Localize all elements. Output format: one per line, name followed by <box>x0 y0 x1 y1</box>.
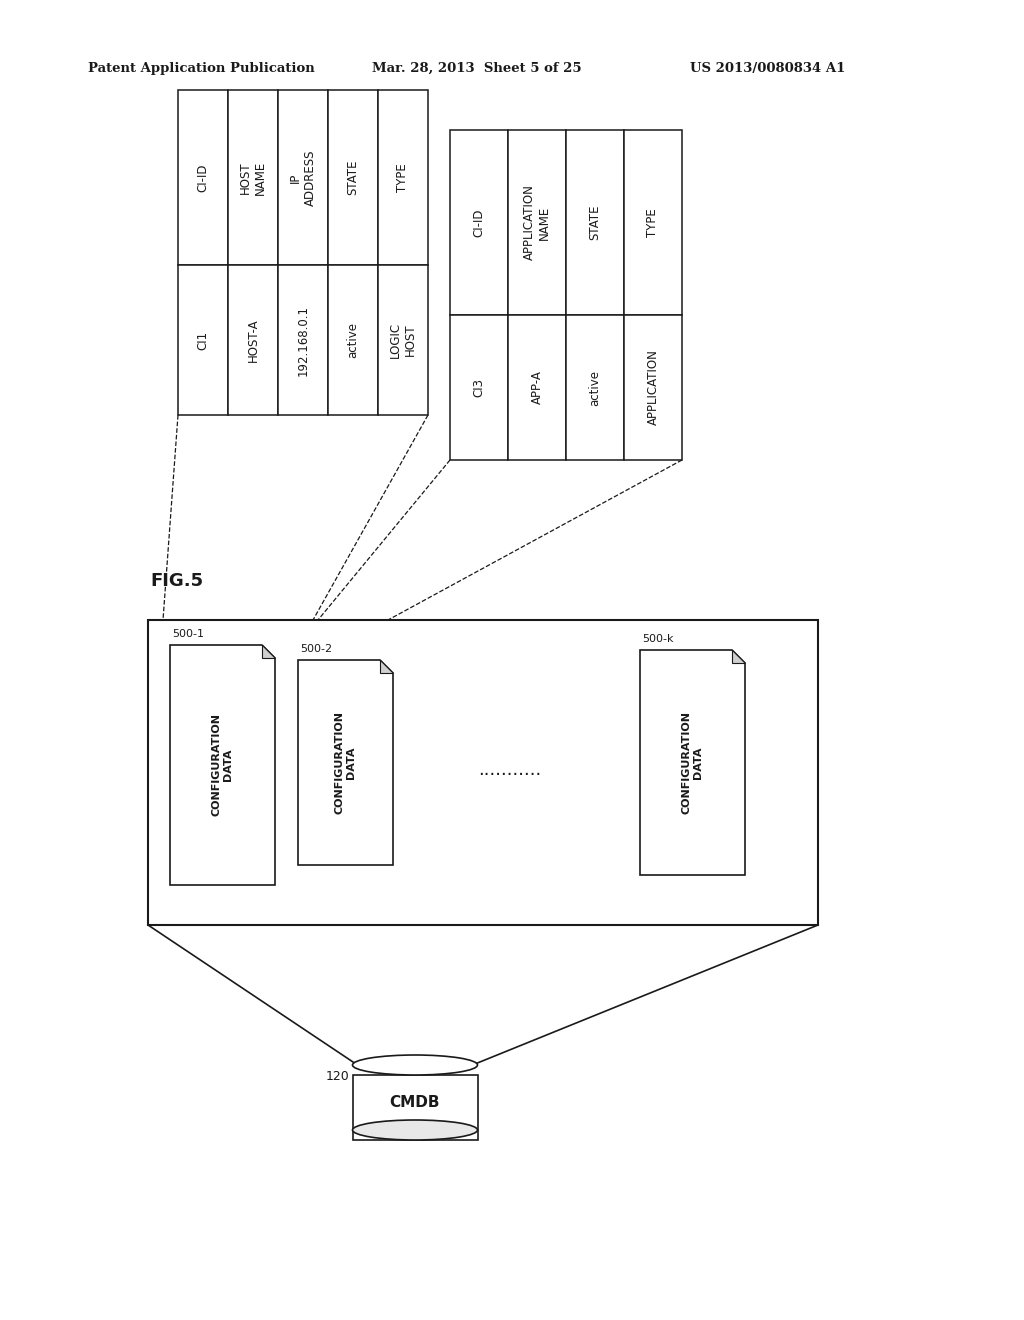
Bar <box>352 1074 477 1140</box>
Text: CI-ID: CI-ID <box>197 164 210 191</box>
Text: CONFIGURATION
DATA: CONFIGURATION DATA <box>335 711 356 814</box>
Bar <box>566 129 624 315</box>
Ellipse shape <box>352 1055 477 1074</box>
Bar <box>228 90 278 265</box>
Bar <box>566 315 624 459</box>
Text: CONFIGURATION
DATA: CONFIGURATION DATA <box>682 711 703 814</box>
Bar <box>450 315 508 459</box>
Text: IP
ADDRESS: IP ADDRESS <box>289 149 317 206</box>
Polygon shape <box>732 649 745 663</box>
Text: 500-1: 500-1 <box>172 630 204 639</box>
Bar <box>624 129 682 315</box>
Text: CI1: CI1 <box>197 330 210 350</box>
Text: HOST
NAME: HOST NAME <box>239 160 267 194</box>
Text: HOST-A: HOST-A <box>247 318 259 362</box>
Text: TYPE: TYPE <box>646 209 659 236</box>
Text: active: active <box>589 370 601 405</box>
Polygon shape <box>298 660 393 865</box>
Text: APPLICATION: APPLICATION <box>646 350 659 425</box>
Polygon shape <box>640 649 745 875</box>
Text: CMDB: CMDB <box>390 1096 440 1110</box>
Bar <box>328 90 378 265</box>
Text: CONFIGURATION
DATA: CONFIGURATION DATA <box>212 714 233 817</box>
Text: active: active <box>346 322 359 358</box>
Text: 120: 120 <box>326 1071 349 1082</box>
Polygon shape <box>262 645 275 657</box>
Bar <box>378 265 428 414</box>
Text: APPLICATION
NAME: APPLICATION NAME <box>523 185 551 260</box>
Text: STATE: STATE <box>589 205 601 240</box>
Text: FIG.5: FIG.5 <box>150 572 203 590</box>
Text: APP-A: APP-A <box>530 371 544 404</box>
Text: Mar. 28, 2013  Sheet 5 of 25: Mar. 28, 2013 Sheet 5 of 25 <box>372 62 582 75</box>
Text: 500-2: 500-2 <box>300 644 332 653</box>
Bar <box>278 90 328 265</box>
Text: CI-ID: CI-ID <box>472 209 485 236</box>
Polygon shape <box>170 645 275 884</box>
Text: US 2013/0080834 A1: US 2013/0080834 A1 <box>690 62 846 75</box>
Bar <box>624 315 682 459</box>
Bar <box>328 265 378 414</box>
Bar <box>148 620 818 925</box>
Bar <box>508 315 566 459</box>
Text: TYPE: TYPE <box>396 164 410 191</box>
Ellipse shape <box>352 1119 477 1140</box>
Bar <box>178 265 228 414</box>
Bar <box>278 265 328 414</box>
Text: 500-k: 500-k <box>642 634 674 644</box>
Text: 192.168.0.1: 192.168.0.1 <box>297 305 309 375</box>
Polygon shape <box>380 660 393 673</box>
Bar <box>378 90 428 265</box>
Bar <box>178 90 228 265</box>
Bar <box>228 265 278 414</box>
Bar <box>450 129 508 315</box>
Bar <box>508 129 566 315</box>
Text: Patent Application Publication: Patent Application Publication <box>88 62 314 75</box>
Text: STATE: STATE <box>346 160 359 195</box>
Text: LOGIC
HOST: LOGIC HOST <box>389 322 417 358</box>
Text: CI3: CI3 <box>472 378 485 397</box>
Text: ...........: ........... <box>478 762 542 779</box>
